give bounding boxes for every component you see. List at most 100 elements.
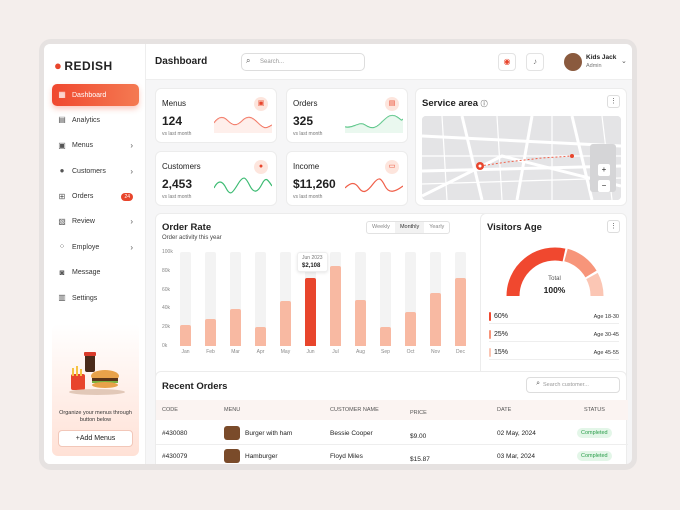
gauge-total-value: 100% (543, 285, 566, 295)
sidebar-item-label: Analytics (72, 116, 101, 124)
menu-icon: ▣ (58, 140, 66, 150)
search-input[interactable]: Search... (241, 53, 365, 71)
sidebar-item-label: Orders (72, 193, 94, 201)
bar[interactable] (405, 312, 416, 346)
bar[interactable] (180, 325, 191, 346)
stat-card-income[interactable]: Income $11,260 vs last month ▭ (286, 151, 408, 206)
sidebar-item-settings[interactable]: ▥ Settings (52, 287, 139, 309)
sidebar-item-dashboard[interactable]: ▦ Dashboard (52, 84, 139, 106)
x-tick-label: Feb (206, 349, 215, 355)
logo-mark-icon: ● (54, 58, 63, 73)
sidebar-item-label: Settings (72, 294, 98, 302)
x-tick-label: Dec (456, 349, 465, 355)
order-menu: Burger with ham (245, 430, 293, 437)
page-title: Dashboard (155, 56, 208, 67)
recent-orders-card: Recent Orders Search customer... ⌕ CODE … (155, 371, 628, 464)
stat-label: Orders (293, 99, 318, 108)
bar[interactable] (255, 327, 266, 346)
order-rate-subtitle: Order activity this year (162, 235, 222, 241)
table-row[interactable]: #430080 Burger with ham Bessie Cooper $9… (156, 422, 628, 445)
top-bar: Dashboard Search... ⌕ ◉ ♪ Kids Jack Admi… (146, 44, 632, 80)
zoom-in-button[interactable]: + (598, 164, 610, 176)
sidebar-item-analytics[interactable]: ▤ Analytics (52, 109, 139, 131)
bar-track (405, 252, 416, 346)
age-pct: 60% (494, 313, 509, 320)
sidebar-item-label: Menus (72, 142, 94, 150)
user-role: Admin (586, 63, 602, 69)
bar[interactable] (355, 299, 366, 346)
sidebar-item-employe[interactable]: ⁘ Employe › (52, 236, 139, 258)
bar[interactable] (305, 278, 316, 346)
service-area-map[interactable]: + − (422, 116, 621, 200)
tab-yearly[interactable]: Yearly (429, 224, 445, 230)
x-tick-label: Apr (256, 349, 265, 355)
order-rate-title: Order Rate (162, 222, 212, 233)
bell-icon: ♪ (533, 57, 537, 66)
column-header: DATE (497, 407, 512, 413)
stat-card-customers[interactable]: Customers 2,453 vs last month ● (155, 151, 277, 206)
y-tick-label: 20k (162, 324, 171, 331)
customer-search-input[interactable]: Search customer... (526, 377, 620, 393)
bar[interactable] (230, 309, 241, 346)
chevron-right-icon: › (130, 242, 133, 252)
sidebar-item-label: Employe (72, 243, 100, 251)
bar-track (180, 252, 191, 346)
y-tick-label: 0k (162, 343, 168, 349)
bar-track (380, 252, 391, 346)
age-range: Age 45-55 (593, 349, 619, 356)
stat-label: Income (293, 162, 320, 171)
age-range: Age 18-30 (593, 313, 619, 320)
table-row[interactable]: #430079 Hamburger Floyd Miles $15.87 03 … (156, 445, 628, 464)
chevron-right-icon: › (130, 166, 133, 176)
brand-logo[interactable]: ● REDISH (54, 58, 113, 73)
x-tick-label: May (280, 349, 291, 355)
order-price: $15.87 (410, 456, 430, 463)
age-row: 15% Age 45-55 (489, 346, 619, 360)
grid-icon: ▦ (58, 90, 66, 99)
x-tick-label: Sep (381, 349, 390, 355)
stat-card-orders[interactable]: Orders 325 vs last month ▤ (286, 88, 408, 143)
x-tick-label: Mar (231, 349, 240, 355)
stat-value: 325 (293, 114, 314, 128)
stat-value: 2,453 (162, 177, 193, 191)
avatar[interactable] (564, 53, 582, 71)
orders-count-badge: 24 (121, 192, 133, 201)
chevron-down-icon[interactable]: ⌄ (621, 58, 627, 65)
sidebar-item-customers[interactable]: ● Customers › (52, 160, 139, 182)
order-date: 02 May, 2024 (497, 430, 536, 437)
chevron-right-icon: › (130, 141, 133, 151)
bell-button[interactable]: ♪ (526, 53, 544, 71)
more-options-button[interactable]: ⋮ (607, 95, 620, 108)
search-icon: ⌕ (246, 56, 251, 65)
order-code: #430080 (162, 430, 188, 437)
more-options-button[interactable]: ⋮ (607, 220, 620, 233)
zoom-out-button[interactable]: − (598, 180, 610, 192)
x-tick-label: Jul (332, 349, 339, 355)
stat-card-menus[interactable]: Menus 124 vs last month ▣ (155, 88, 277, 143)
sidebar-item-menus[interactable]: ▣ Menus › (52, 135, 139, 157)
calendar-icon: ◉ (503, 57, 511, 66)
status-badge: Completed (577, 428, 612, 438)
tab-monthly[interactable]: Monthly (394, 222, 425, 233)
bar[interactable] (430, 293, 441, 346)
box-icon: ▤ (385, 97, 399, 111)
bar[interactable] (455, 278, 466, 346)
tab-weekly[interactable]: Weekly (372, 224, 390, 230)
order-customer: Floyd Miles (330, 453, 363, 460)
bar-track (255, 252, 266, 346)
notification-button[interactable]: ◉ (498, 53, 516, 71)
sidebar-item-review[interactable]: ▧ Review › (52, 211, 139, 233)
orders-sparkline (345, 114, 403, 133)
info-icon[interactable]: ⓘ (480, 101, 488, 108)
bar[interactable] (330, 266, 341, 346)
sidebar-item-orders[interactable]: ⊞ Orders 24 (52, 186, 139, 208)
sidebar-item-label: Dashboard (72, 91, 107, 99)
sidebar-item-message[interactable]: ◙ Message (52, 262, 139, 284)
bar[interactable] (380, 327, 391, 346)
visitors-gauge (506, 247, 604, 297)
bar[interactable] (205, 318, 216, 346)
y-tick-label: 60k (162, 286, 171, 293)
bar[interactable] (280, 300, 291, 346)
y-tick-label: 100k (162, 249, 173, 255)
add-menus-button[interactable]: +Add Menus (58, 430, 133, 447)
